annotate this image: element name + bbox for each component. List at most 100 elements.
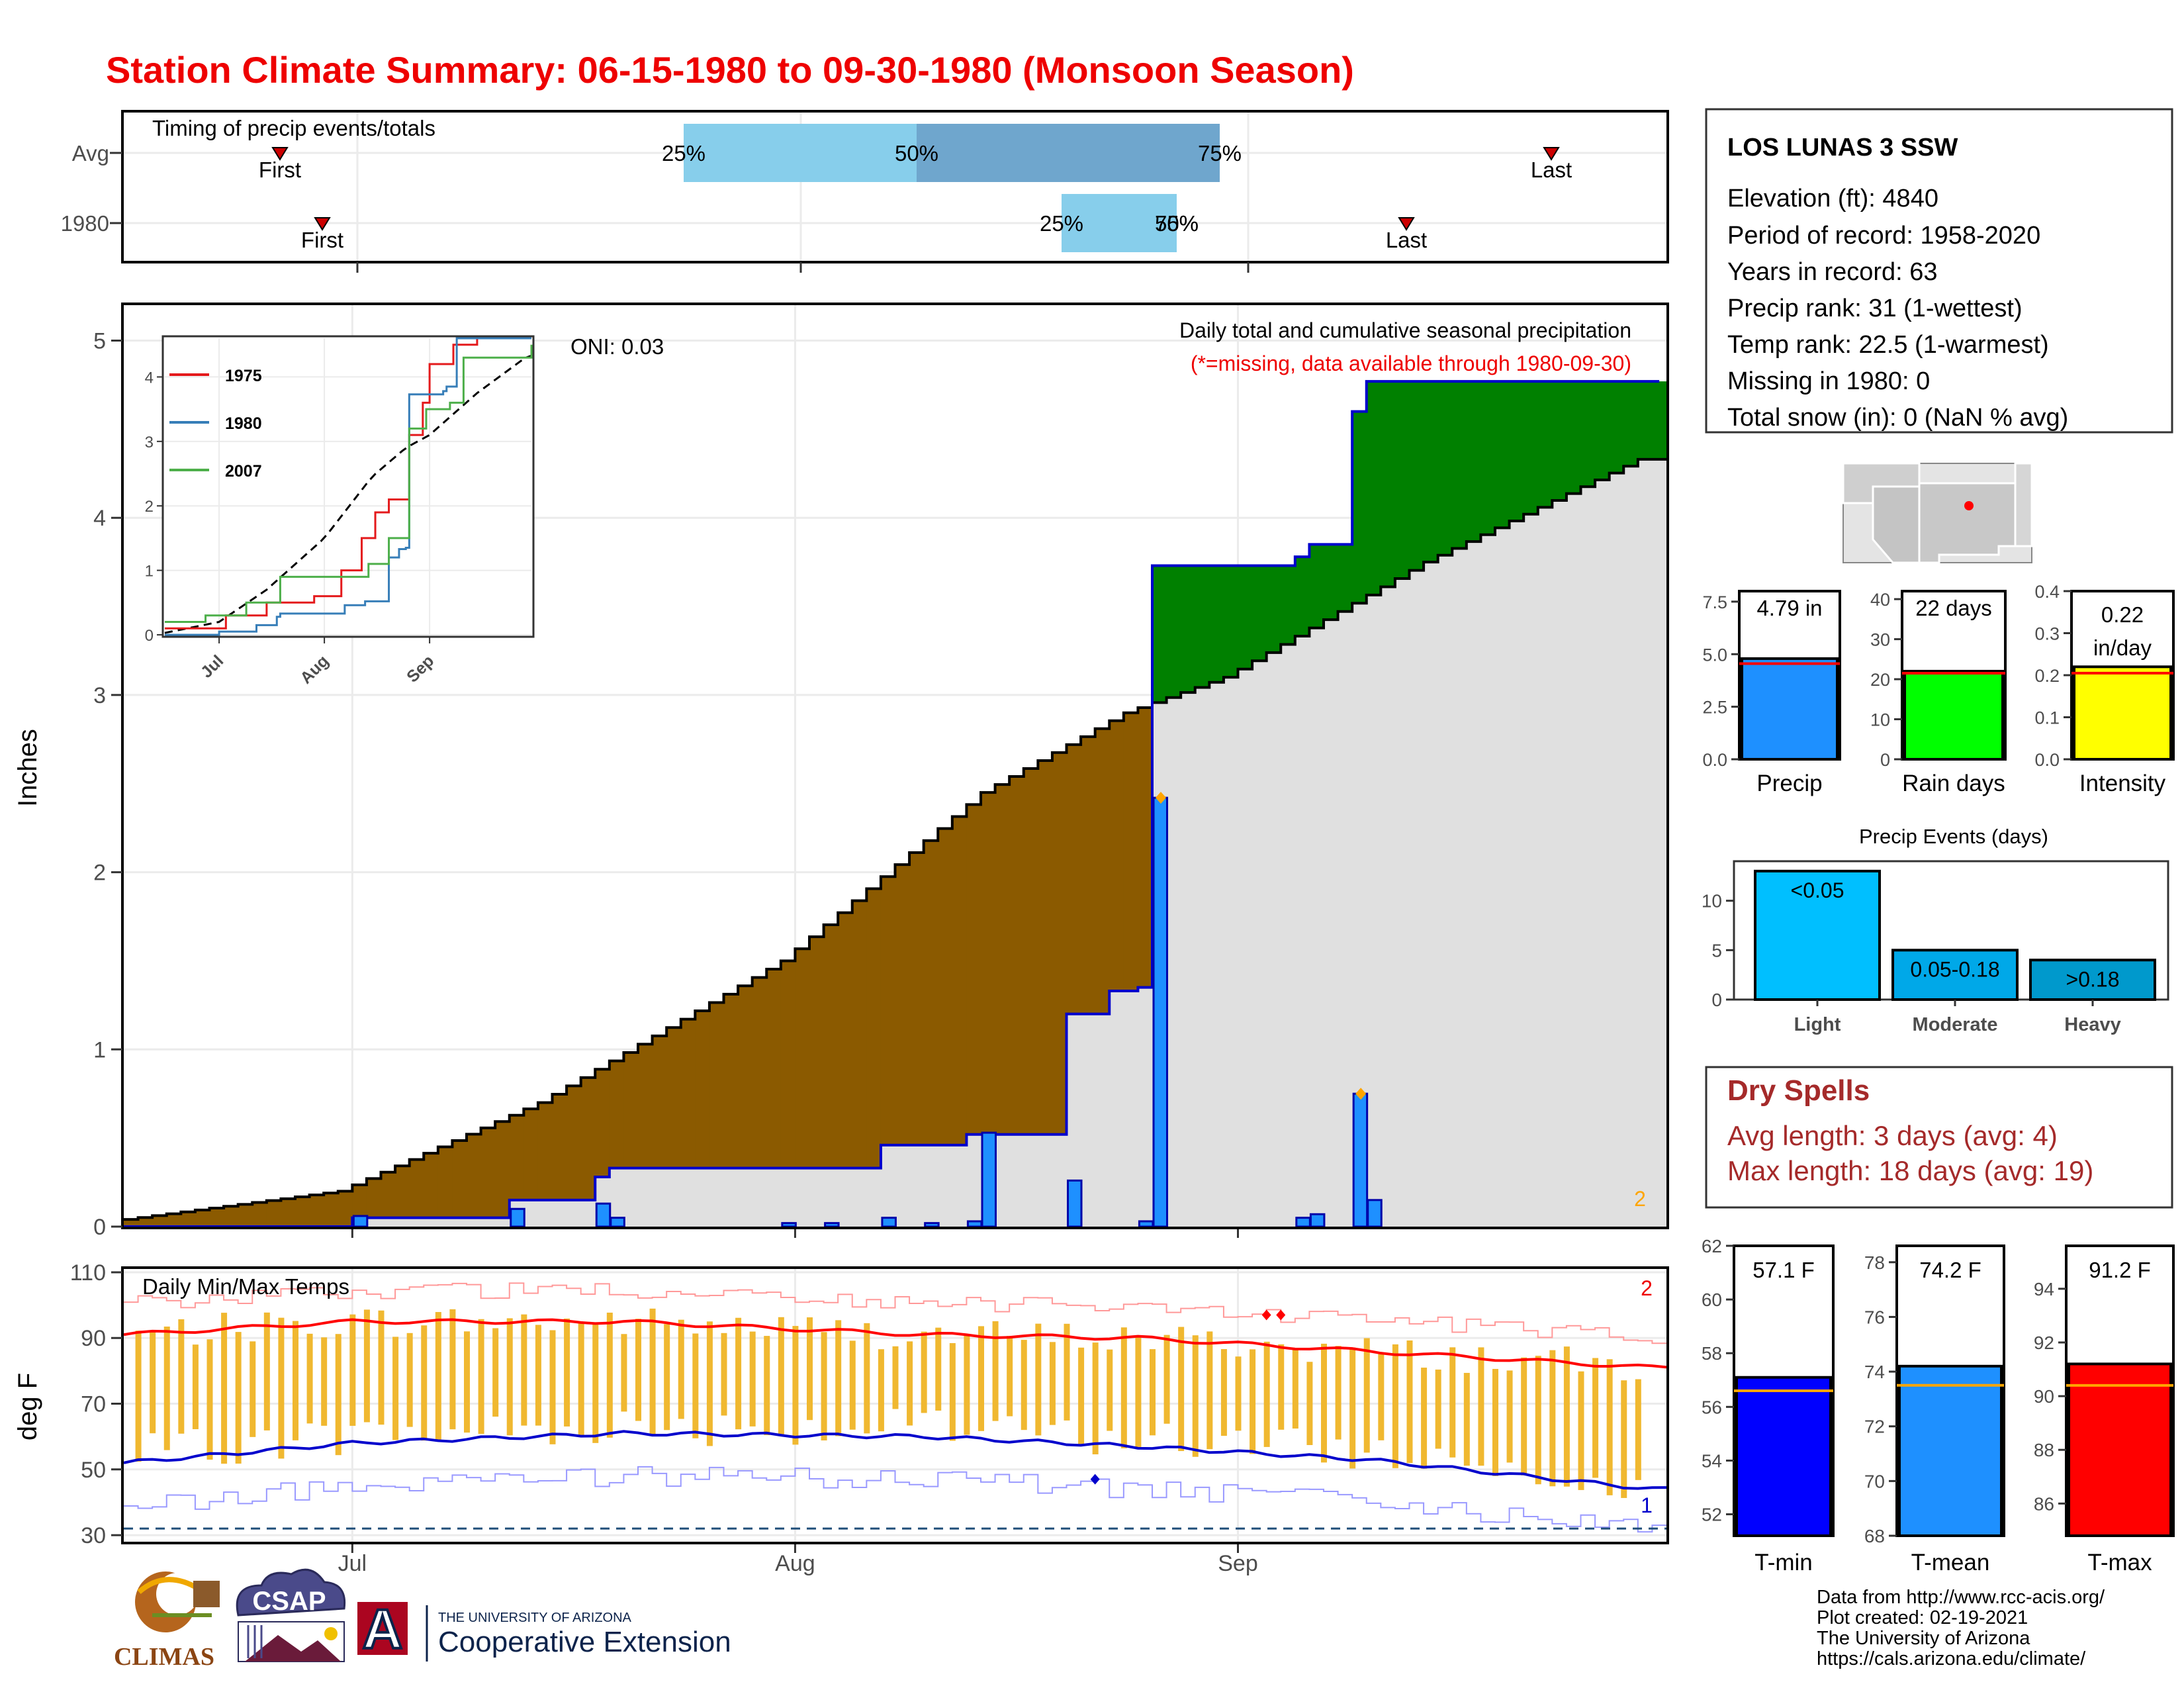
daily-temp-range-bar xyxy=(221,1313,228,1464)
daily-temp-range-bar xyxy=(478,1319,484,1434)
daily-temp-range-bar xyxy=(621,1334,627,1412)
below-average-fill xyxy=(295,1196,310,1227)
station-info-line: Elevation (ft): 4840 xyxy=(1727,185,1938,212)
daily-temp-range-bar xyxy=(1292,1348,1298,1429)
below-average-fill xyxy=(1038,760,1053,1135)
timing-1980-first-label: First xyxy=(301,228,343,252)
daily-temp-range-bar xyxy=(978,1326,984,1431)
station-info-line: Total snow (in): 0 (NaN % avg) xyxy=(1727,404,2068,432)
timing-avg-q50-q75-bar xyxy=(917,124,1220,182)
above-average-fill xyxy=(1252,565,1267,661)
daily-temp-range-bar xyxy=(492,1328,499,1417)
temp-bar-fill xyxy=(1898,1364,2003,1537)
daily-temp-range-bar xyxy=(1506,1370,1513,1463)
daily-temp-range-bar xyxy=(1035,1323,1042,1436)
temp-y-tick-label: 110 xyxy=(70,1260,106,1286)
daily-temp-range-bar xyxy=(378,1310,385,1425)
daily-temp-range-bar xyxy=(849,1340,856,1430)
daily-temp-range-bar xyxy=(250,1341,256,1437)
daily-temp-range-bar xyxy=(1621,1380,1627,1498)
temp-bar-tick-label: 72 xyxy=(1864,1417,1885,1437)
daily-precip-bar xyxy=(352,1215,369,1228)
daily-precip-bar xyxy=(610,1217,625,1228)
precip-events-tick-label: 10 xyxy=(1702,891,1722,912)
summary-bar-label: Rain days xyxy=(1902,771,2005,796)
csap-logo: CSAP xyxy=(236,1568,346,1662)
dry-spells-title: Dry Spells xyxy=(1727,1074,1870,1107)
daily-temp-range-bar xyxy=(549,1330,556,1444)
summary-bar-charts: 0.0 2.5 5.0 7.5 4.79 in Precip 0 10 20 30 40 22 day… xyxy=(1702,582,2175,796)
precip-y-tick-label: 1 xyxy=(93,1037,106,1062)
below-average-fill xyxy=(780,961,796,1168)
daily-temp-range-bar xyxy=(1563,1346,1570,1487)
footer-line: https://cals.arizona.edu/climate/ xyxy=(1817,1648,2086,1669)
precip-caption: Daily total and cumulative seasonal prec… xyxy=(1179,318,1631,342)
daily-precip-bar xyxy=(1367,1199,1383,1228)
above-average-fill xyxy=(1338,544,1353,612)
above-average-fill xyxy=(1466,381,1482,542)
daily-temp-range-bar xyxy=(606,1312,613,1438)
daily-temp-range-bar xyxy=(649,1308,656,1436)
summary-bar-value: in/day xyxy=(2093,635,2152,660)
precip-events-label: Light xyxy=(1794,1014,1841,1035)
ua-logo-letter: A xyxy=(363,1598,403,1660)
temp-x-tick-label: Sep xyxy=(1218,1551,1258,1576)
record-high-marker xyxy=(1261,1309,1271,1321)
temp-y-tick-label: 30 xyxy=(81,1523,106,1548)
timing-row-label-avg: Avg xyxy=(72,141,109,165)
ua-logo-extension: Cooperative Extension xyxy=(438,1626,731,1658)
below-average-fill xyxy=(138,1217,153,1227)
summary-bar-tick-label: 2.5 xyxy=(1702,698,1727,718)
daily-precip-bar xyxy=(824,1222,840,1228)
daily-temp-range-bar xyxy=(1392,1344,1398,1468)
below-average-fill xyxy=(567,1086,582,1200)
below-average-fill xyxy=(595,1069,610,1178)
inset-legend-label: 1975 xyxy=(225,367,262,385)
above-average-fill xyxy=(1181,565,1196,693)
daily-temp-range-bar xyxy=(749,1331,756,1427)
temp-bar-fill xyxy=(2068,1362,2172,1537)
daily-temp-range-bar xyxy=(1120,1327,1127,1448)
daily-temp-range-bar xyxy=(821,1332,827,1440)
timing-panel: Timing of precip events/totals Avg 25% 5… xyxy=(61,110,1669,273)
daily-temp-range-bar xyxy=(1478,1347,1484,1466)
daily-temp-range-bar xyxy=(792,1326,799,1445)
temp-y-tick-label: 50 xyxy=(81,1458,106,1483)
daily-temp-range-bar xyxy=(421,1325,428,1441)
below-average-fill xyxy=(523,1109,539,1200)
timing-row-label-1980: 1980 xyxy=(61,211,109,236)
precip-y-tick-label: 2 xyxy=(93,861,106,886)
above-average-fill xyxy=(1409,381,1424,571)
daily-temp-range-bar xyxy=(1363,1338,1370,1453)
temp-x-tick-label: Aug xyxy=(775,1551,815,1576)
below-average-fill xyxy=(1081,736,1096,1014)
summary-bar-tick-label: 30 xyxy=(1870,630,1890,650)
above-average-fill xyxy=(1223,565,1239,678)
timing-panel-title: Timing of precip events/totals xyxy=(152,116,435,140)
locator-map xyxy=(1842,462,2033,564)
daily-max-marker xyxy=(1156,792,1166,804)
summary-bar-tick-label: 40 xyxy=(1870,590,1890,610)
below-average-fill xyxy=(537,1102,553,1200)
below-average-fill xyxy=(1109,720,1124,991)
below-average-fill xyxy=(195,1209,210,1227)
daily-temp-range-bar xyxy=(1135,1336,1142,1447)
below-average-fill xyxy=(1138,708,1153,988)
daily-temp-range-bar xyxy=(163,1327,170,1450)
daily-temp-range-bar xyxy=(1007,1336,1013,1417)
daily-temp-range-bar xyxy=(892,1346,899,1409)
footer-line: Plot created: 02-19-2021 xyxy=(1817,1607,2028,1628)
footer-line: The University of Arizona xyxy=(1817,1628,2030,1649)
daily-temp-range-bar xyxy=(1078,1347,1085,1446)
above-average-fill xyxy=(1566,381,1582,494)
daily-temp-range-bar xyxy=(135,1331,142,1462)
daily-precip-bar xyxy=(1152,796,1169,1228)
temp-bar-tick-label: 92 xyxy=(2034,1333,2054,1353)
daily-precip-bar xyxy=(1295,1217,1311,1228)
daily-precip-bar xyxy=(1067,1179,1083,1228)
daily-temp-range-bar xyxy=(435,1312,441,1440)
below-average-fill xyxy=(866,888,882,1168)
precip-events-range: 0.05-0.18 xyxy=(1910,957,1999,981)
temp-bar-tick-label: 90 xyxy=(2034,1386,2054,1407)
above-average-fill xyxy=(1209,565,1224,682)
